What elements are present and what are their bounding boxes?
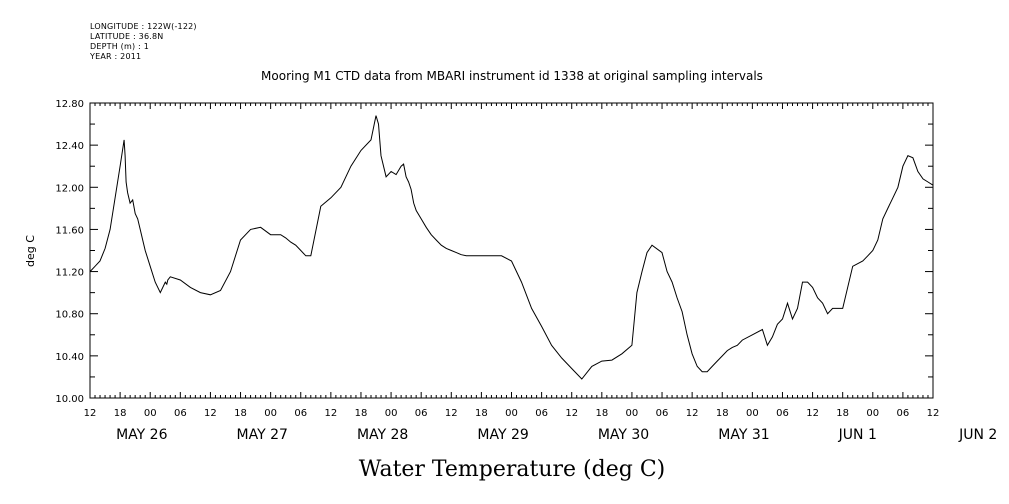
- x-tick-label: 18: [475, 408, 488, 419]
- x-tick-label: 06: [174, 408, 187, 419]
- metadata-line: DEPTH (m) : 1: [90, 42, 149, 51]
- x-tick-label: 06: [535, 408, 548, 419]
- x-tick-label: 00: [144, 408, 157, 419]
- x-tick-label: 18: [355, 408, 368, 419]
- x-tick-label: 06: [656, 408, 669, 419]
- x-tick-label: 18: [716, 408, 729, 419]
- y-tick-label: 11.60: [55, 225, 84, 236]
- y-tick-label: 12.80: [55, 99, 84, 110]
- x-tick-label: 00: [264, 408, 277, 419]
- date-label: JUN 2: [958, 427, 997, 443]
- y-tick-label: 10.80: [55, 310, 84, 321]
- date-label: MAY 30: [598, 427, 649, 443]
- y-tick-label: 10.00: [55, 394, 84, 405]
- date-label: MAY 26: [116, 427, 167, 443]
- date-label: MAY 31: [718, 427, 769, 443]
- x-tick-label: 00: [866, 408, 879, 419]
- metadata-line: LONGITUDE : 122W(-122): [90, 22, 197, 31]
- x-tick-label: 06: [415, 408, 428, 419]
- x-tick-label: 18: [595, 408, 608, 419]
- chart-title: Mooring M1 CTD data from MBARI instrumen…: [261, 69, 763, 83]
- x-tick-label: 12: [204, 408, 217, 419]
- x-axis-label: Water Temperature (deg C): [359, 457, 666, 482]
- x-tick-label: 00: [385, 408, 398, 419]
- x-tick-label: 06: [897, 408, 910, 419]
- y-tick-label: 11.20: [55, 268, 84, 279]
- x-tick-label: 12: [324, 408, 337, 419]
- date-label: MAY 28: [357, 427, 408, 443]
- metadata-line: LATITUDE : 36.8N: [90, 32, 164, 41]
- metadata-line: YEAR : 2011: [90, 52, 142, 61]
- series-line-water-temperature: [89, 115, 934, 380]
- date-label: MAY 27: [237, 427, 288, 443]
- x-tick-label: 18: [234, 408, 247, 419]
- plot-frame: [89, 102, 934, 399]
- date-label: MAY 29: [477, 427, 528, 443]
- x-tick-label: 18: [114, 408, 127, 419]
- x-tick-label: 12: [686, 408, 699, 419]
- y-axis-label: deg C: [24, 235, 37, 267]
- x-tick-label: 06: [294, 408, 307, 419]
- y-tick-label: 12.00: [55, 183, 84, 194]
- x-tick-label: 12: [84, 408, 97, 419]
- x-tick-label: 00: [746, 408, 759, 419]
- x-tick-label: 18: [836, 408, 849, 419]
- y-tick-label: 10.40: [55, 352, 84, 363]
- x-tick-label: 00: [505, 408, 518, 419]
- x-tick-label: 00: [626, 408, 639, 419]
- x-tick-label: 12: [806, 408, 819, 419]
- x-tick-label: 12: [445, 408, 458, 419]
- x-tick-label: 12: [927, 408, 940, 419]
- x-tick-label: 12: [565, 408, 578, 419]
- date-label: JUN 1: [838, 427, 877, 443]
- x-tick-label: 06: [776, 408, 789, 419]
- metadata-block: LONGITUDE : 122W(-122) LATITUDE : 36.8N DE…: [90, 22, 197, 62]
- y-tick-label: 12.40: [55, 141, 84, 152]
